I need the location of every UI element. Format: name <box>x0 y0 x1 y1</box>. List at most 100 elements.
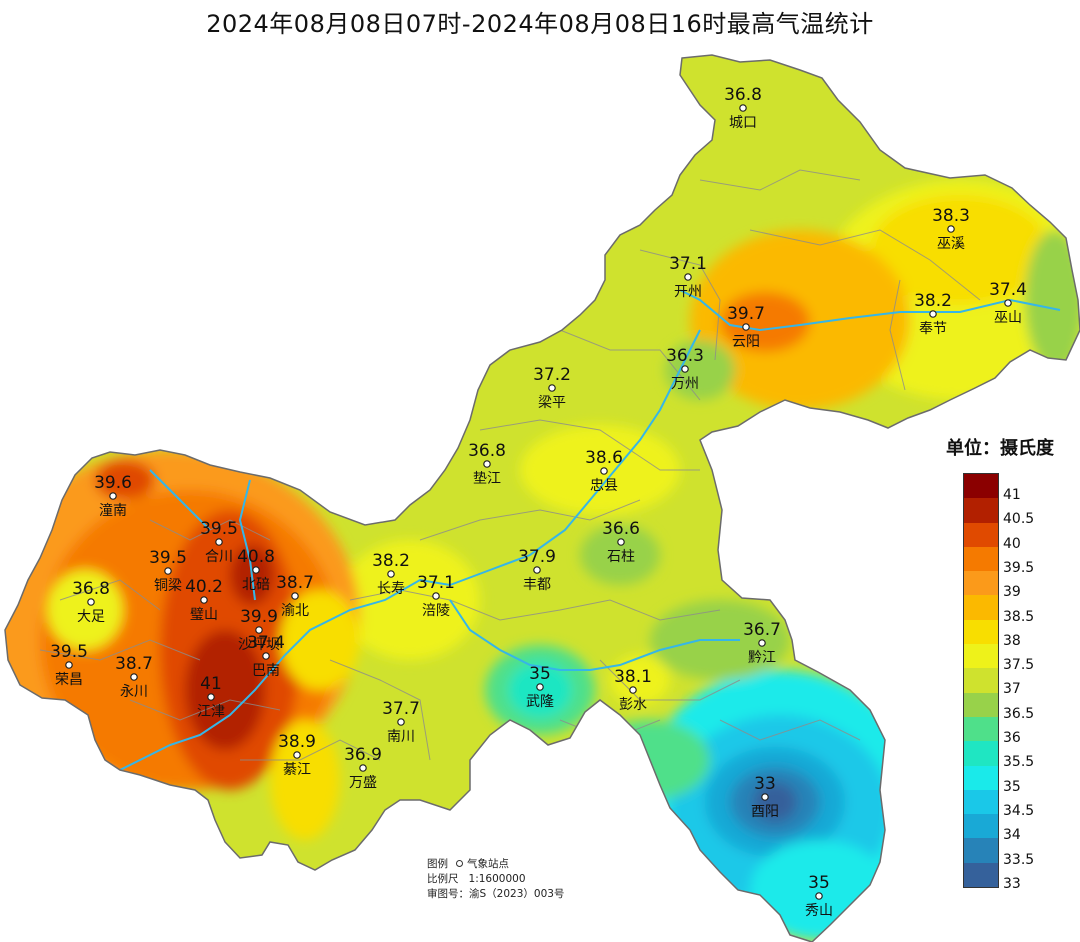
station-name: 长寿 <box>377 580 405 597</box>
station-name: 奉节 <box>919 321 947 337</box>
station-dot-icon <box>947 225 955 233</box>
station-temperature: 38.2 <box>914 291 952 311</box>
legend-swatch <box>964 814 998 839</box>
legend-swatch <box>964 789 998 815</box>
legend-value-label: 35.5 <box>1003 754 1035 771</box>
map-footer: 图例 气象站点 比例尺 1:1600000 审图号：渝S（2023）003号 <box>427 857 564 902</box>
station-temperature: 36.8 <box>468 441 506 461</box>
station-temperature: 36.8 <box>724 85 762 105</box>
station-name: 万盛 <box>349 775 377 791</box>
station-marker: 38.6 忠县 <box>585 448 623 494</box>
station-name: 秀山 <box>805 903 833 919</box>
footer-legend-label: 图例 <box>427 858 448 870</box>
station-marker: 36.7 黔江 <box>743 620 781 666</box>
station-marker: 37.9 丰都 <box>518 547 556 593</box>
legend-swatch <box>964 522 998 547</box>
legend-value-label: 41 <box>1003 487 1021 503</box>
station-marker: 39.6 潼南 <box>94 473 132 519</box>
station-marker: 38.7 渝北 <box>276 573 314 619</box>
station-dot-icon <box>533 566 541 574</box>
station-dot-icon <box>815 892 823 900</box>
station-name: 璧山 <box>190 606 218 623</box>
station-dot-icon <box>262 652 270 660</box>
station-name: 彭水 <box>619 697 647 713</box>
legend-value-label: 39.5 <box>1003 559 1035 576</box>
station-name: 沙坪坝 <box>238 637 280 653</box>
station-dot-icon <box>681 365 689 373</box>
legend-value-label: 37 <box>1003 681 1021 698</box>
footer-review-number: 审图号：渝S（2023）003号 <box>427 888 565 900</box>
station-temperature: 36.8 <box>72 579 110 599</box>
station-marker: 37.2 梁平 <box>533 365 571 411</box>
station-temperature: 36.9 <box>344 745 382 765</box>
rivers <box>119 289 1061 771</box>
station-marker: 33 酉阳 <box>751 774 779 820</box>
station-name: 酉阳 <box>751 804 779 820</box>
station-dot-icon <box>742 323 750 331</box>
station-marker: 39.7 云阳 <box>727 304 765 350</box>
station-temperature: 37.1 <box>669 254 707 274</box>
legend-swatch <box>964 741 998 766</box>
station-temperature: 37.4 <box>989 280 1027 300</box>
legend-value-label: 36.5 <box>1003 705 1035 722</box>
legend-value-label: 38.5 <box>1003 608 1035 625</box>
station-marker: 36.8 垫江 <box>468 441 506 487</box>
station-marker: 37.7 南川 <box>382 699 420 745</box>
station-name: 武隆 <box>526 694 554 710</box>
station-temperature: 39.6 <box>94 473 132 493</box>
station-temperature: 38.7 <box>115 654 153 674</box>
station-dot-icon <box>252 566 260 574</box>
station-temperature: 40.2 <box>185 577 223 597</box>
station-name: 渝北 <box>281 603 309 619</box>
station-name: 巫山 <box>994 310 1022 326</box>
station-marker: 36.6 石柱 <box>602 519 640 565</box>
station-dot-icon <box>684 273 692 281</box>
station-dot-icon <box>293 751 301 759</box>
station-temperature: 38.1 <box>614 667 652 687</box>
legend-value-label: 36 <box>1003 730 1021 746</box>
legend-title: 单位：摄氏度 <box>946 438 1054 459</box>
station-dot-icon <box>87 598 95 606</box>
weather-stations: 36.8 城口 38.3 巫溪 37.1 开州 37.4 巫山 38.2 奉节 39.7 云阳 36.3… <box>50 85 1027 919</box>
station-temperature: 39.5 <box>50 642 88 662</box>
station-marker: 36.8 城口 <box>724 85 762 131</box>
station-symbol-icon <box>456 860 463 867</box>
station-marker: 36.9 万盛 <box>344 745 382 791</box>
station-name: 綦江 <box>283 762 311 778</box>
station-temperature: 37.2 <box>533 365 571 385</box>
station-name: 巫溪 <box>937 236 965 252</box>
footer-scale-label: 比例尺 <box>427 873 459 885</box>
station-temperature: 38.6 <box>585 448 623 468</box>
legend-value-label: 33.5 <box>1003 851 1035 868</box>
station-temperature: 40.8 <box>237 547 275 567</box>
station-name: 巴南 <box>252 663 280 679</box>
legend-value-label: 39 <box>1003 584 1021 601</box>
station-dot-icon <box>291 592 299 600</box>
station-temperature: 37.9 <box>518 547 556 567</box>
station-dot-icon <box>65 661 73 669</box>
station-name: 铜梁 <box>154 578 182 594</box>
station-name: 万州 <box>671 376 699 392</box>
legend-swatch <box>964 595 998 620</box>
station-marker: 37.1 开州 <box>669 254 707 300</box>
station-marker: 40.2 璧山 <box>185 577 223 623</box>
legend-swatch <box>964 668 998 693</box>
station-marker: 39.9 沙坪坝 <box>238 607 280 653</box>
station-marker: 39.5 荣昌 <box>50 642 88 688</box>
station-marker: 40.8 北碚 <box>237 547 275 593</box>
station-marker: 39.5 合川 <box>200 519 238 565</box>
station-marker: 36.3 万州 <box>666 346 704 392</box>
station-name: 大足 <box>77 609 105 625</box>
station-name: 江津 <box>197 704 225 720</box>
station-temperature: 36.6 <box>602 519 640 539</box>
station-dot-icon <box>215 538 223 546</box>
station-dot-icon <box>397 718 405 726</box>
station-temperature: 39.5 <box>149 548 187 568</box>
station-marker: 36.8 大足 <box>72 579 110 625</box>
station-name: 合川 <box>205 549 233 565</box>
legend-swatch <box>964 862 998 888</box>
legend-swatch <box>964 571 998 596</box>
station-name: 丰都 <box>523 577 551 593</box>
station-marker: 38.2 长寿 <box>372 551 410 597</box>
